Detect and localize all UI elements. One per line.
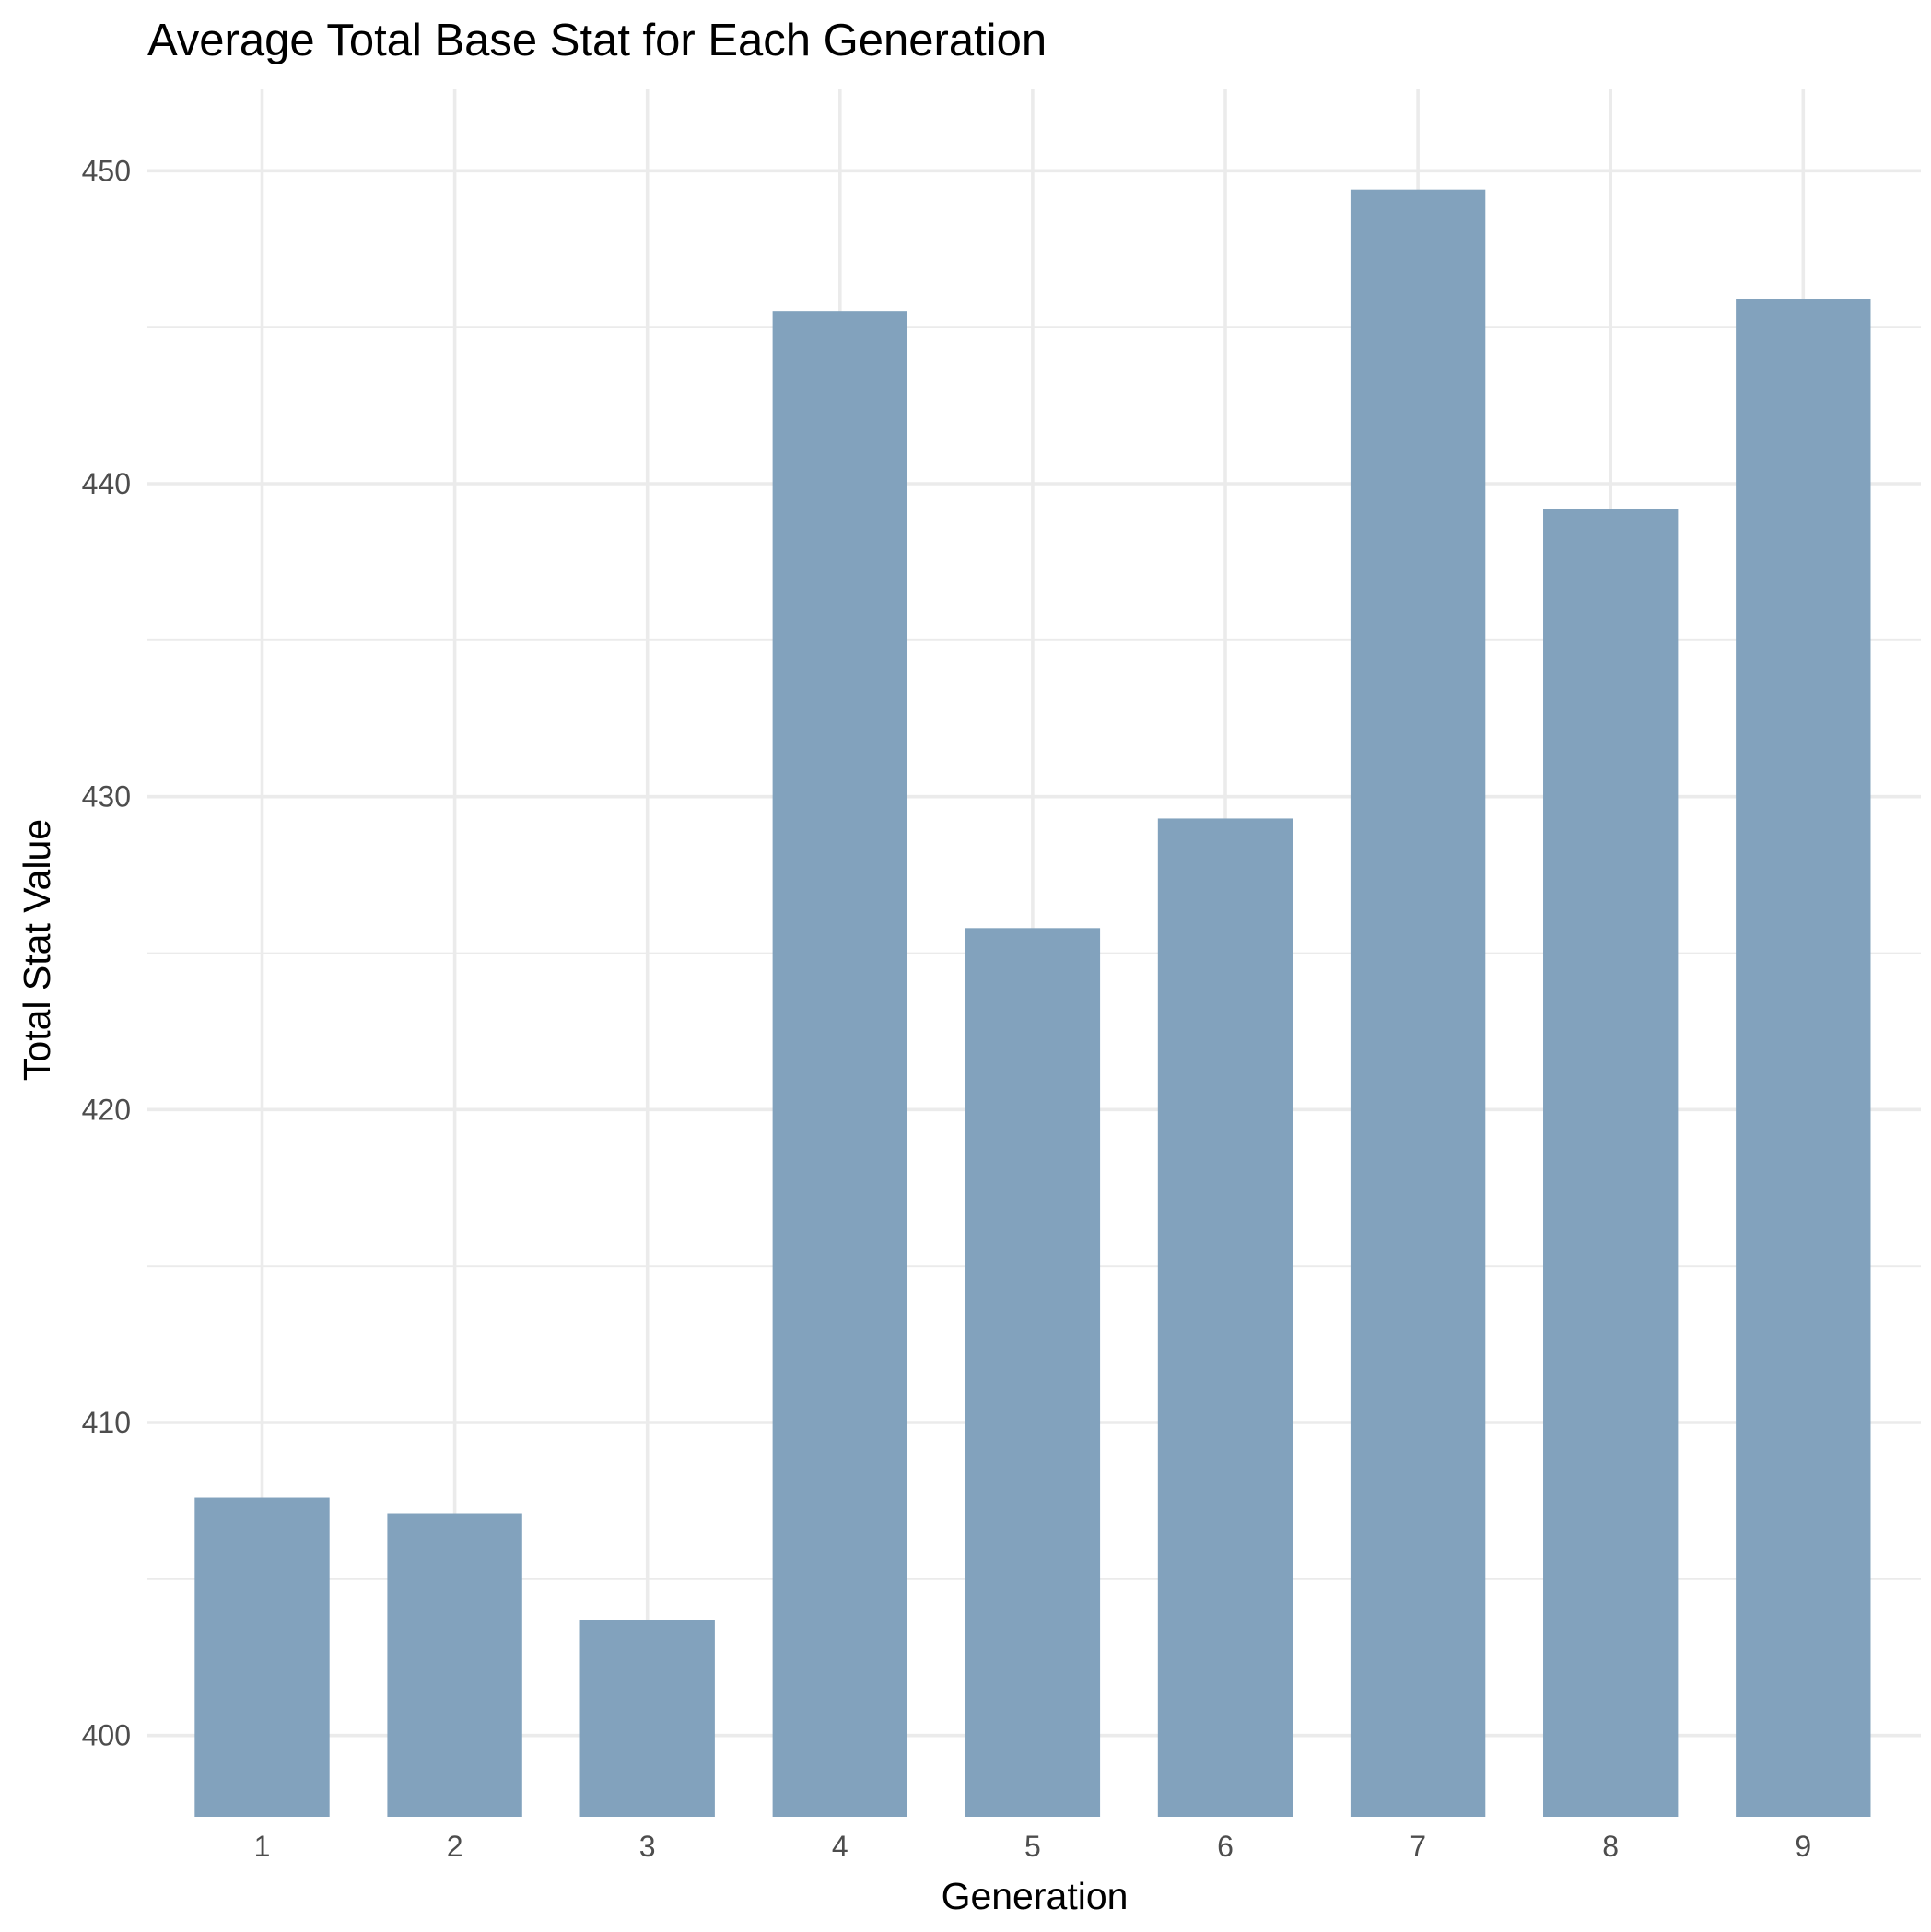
x-tick-label: 3 xyxy=(639,1830,656,1863)
y-tick-label: 440 xyxy=(82,467,131,500)
bar-generation-5 xyxy=(965,928,1101,1817)
bar-generation-3 xyxy=(579,1620,715,1817)
x-tick-label: 7 xyxy=(1410,1830,1426,1863)
bar-generation-2 xyxy=(387,1513,522,1817)
bar-generation-1 xyxy=(194,1497,330,1817)
y-tick-label: 400 xyxy=(82,1719,131,1752)
bar-generation-6 xyxy=(1157,818,1293,1818)
x-tick-label: 9 xyxy=(1795,1830,1811,1863)
chart-title: Average Total Base Stat for Each Generat… xyxy=(147,16,1047,65)
x-tick-label: 2 xyxy=(447,1830,463,1863)
bar-generation-9 xyxy=(1736,299,1871,1817)
bar-generation-7 xyxy=(1350,189,1486,1817)
x-tick-label: 4 xyxy=(832,1830,848,1863)
x-tick-label: 6 xyxy=(1217,1830,1234,1863)
x-axis-title: Generation xyxy=(942,1875,1129,1917)
y-tick-label: 430 xyxy=(82,780,131,814)
bars-layer xyxy=(194,189,1871,1818)
bar-generation-8 xyxy=(1543,509,1679,1817)
x-tick-label: 5 xyxy=(1024,1830,1041,1863)
y-tick-label: 410 xyxy=(82,1406,131,1439)
x-axis-ticks: 1 2 3 4 5 6 7 8 9 xyxy=(254,1830,1812,1863)
y-axis-title: Total Stat Value xyxy=(16,819,58,1081)
x-tick-label: 1 xyxy=(254,1830,271,1863)
y-tick-label: 420 xyxy=(82,1093,131,1126)
bar-generation-4 xyxy=(772,311,907,1818)
y-axis-ticks: 400 410 420 430 440 450 xyxy=(82,154,131,1751)
y-tick-label: 450 xyxy=(82,154,131,187)
x-tick-label: 8 xyxy=(1602,1830,1619,1863)
